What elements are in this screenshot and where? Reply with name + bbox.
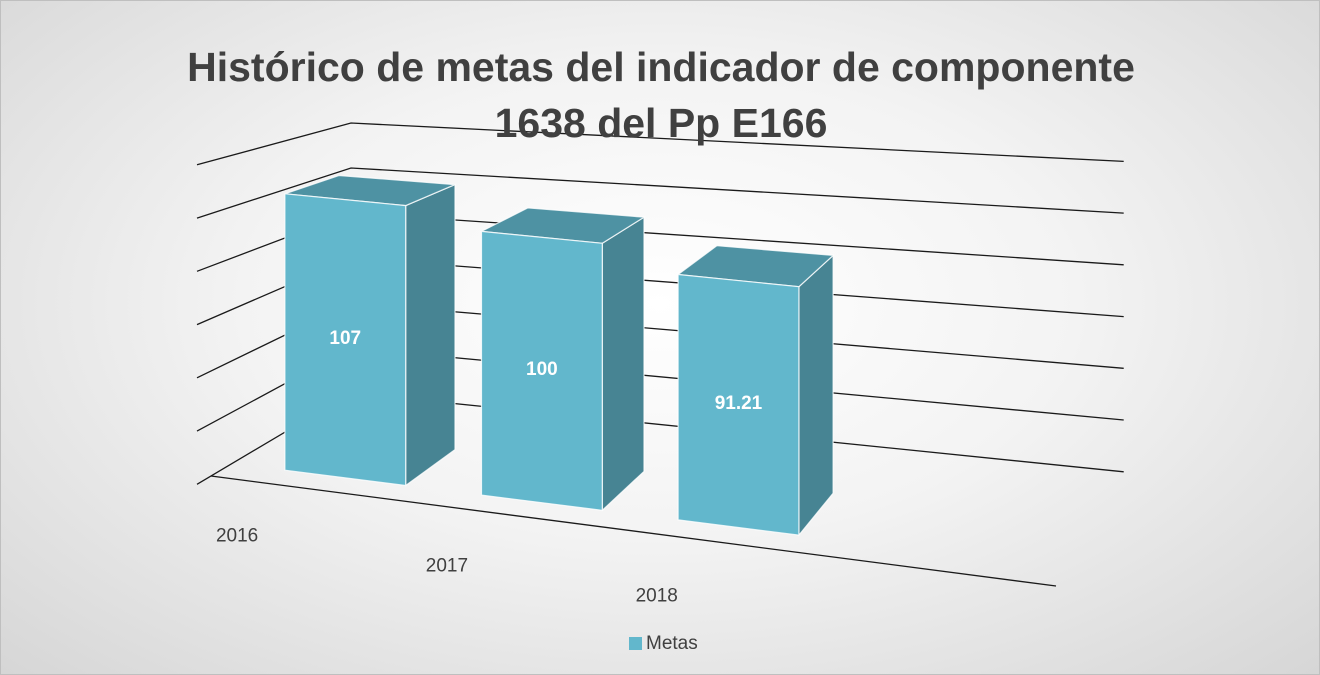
bar-side [798, 254, 834, 537]
data-label: 91.21 [715, 393, 763, 414]
bar-front [480, 230, 603, 511]
legend-label: Metas [646, 633, 698, 654]
data-label: 100 [526, 359, 558, 380]
bar [479, 207, 646, 512]
x-tick-label: 2017 [426, 556, 468, 577]
legend-swatch [629, 637, 642, 650]
data-label: 107 [329, 328, 361, 349]
bar-front [284, 193, 407, 487]
bar-front [677, 273, 800, 536]
chart-title: Histórico de metas del indicador de comp… [187, 44, 1135, 146]
bar [284, 174, 456, 487]
x-tick-label: 2018 [636, 586, 678, 607]
x-axis [210, 475, 1057, 587]
bar [676, 245, 835, 537]
x-tick-label: 2016 [216, 525, 258, 546]
bar-side [405, 183, 456, 487]
grid-line [196, 122, 1124, 166]
grid-line [196, 167, 1124, 219]
bar-side [601, 216, 645, 512]
